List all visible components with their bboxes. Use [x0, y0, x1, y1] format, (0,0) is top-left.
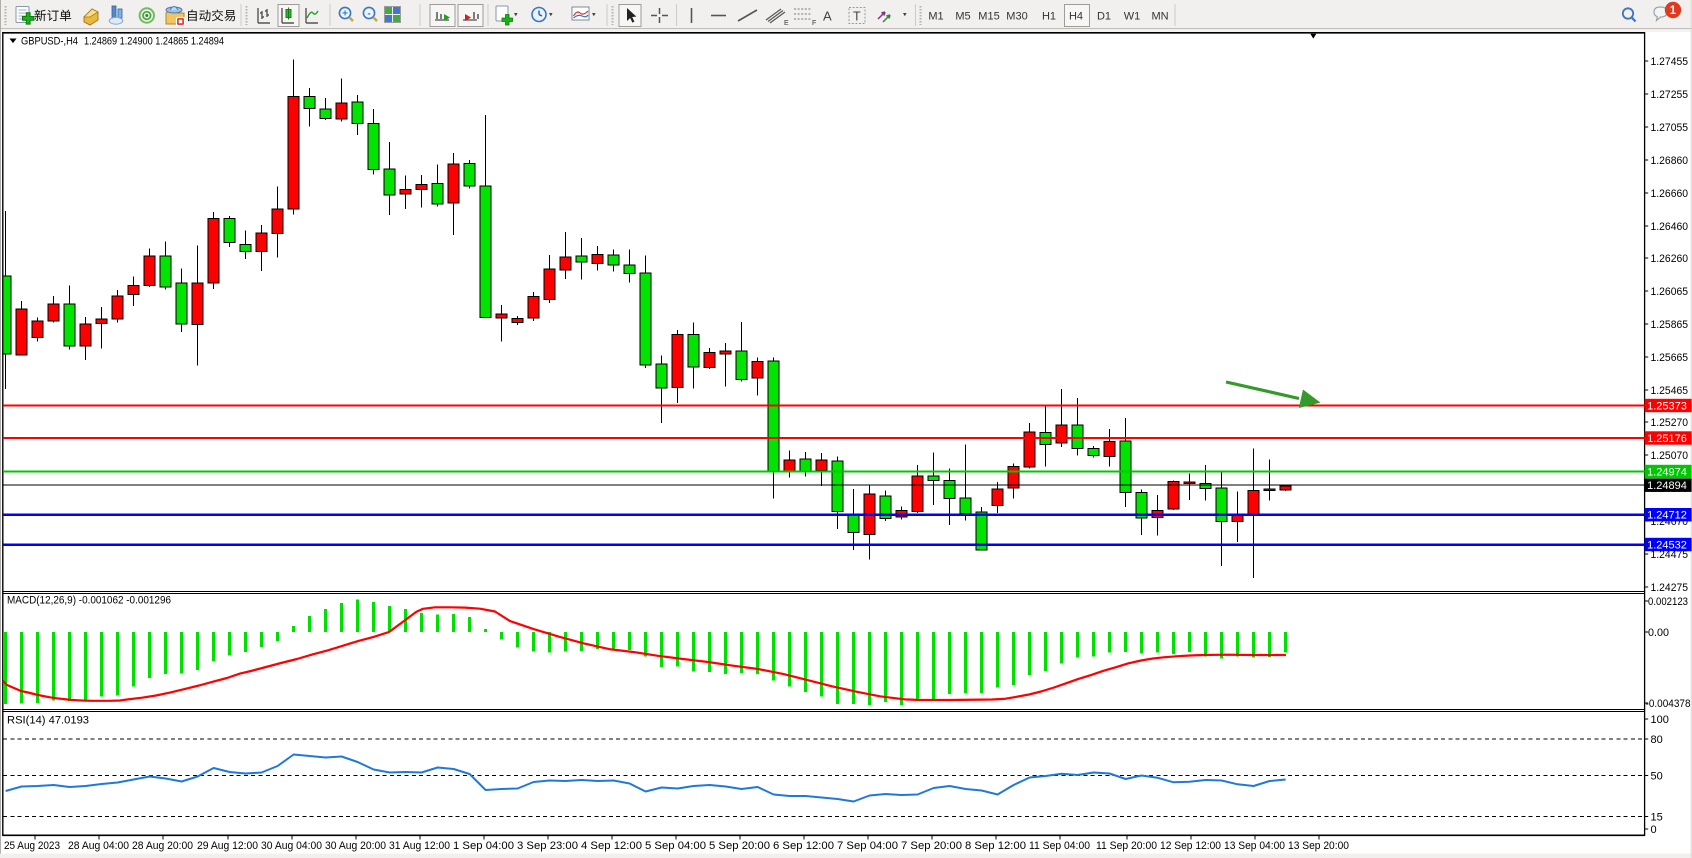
svg-text:RSI(14) 47.0193: RSI(14) 47.0193 — [7, 715, 89, 727]
svg-text:8 Sep 12:00: 8 Sep 12:00 — [965, 840, 1026, 852]
svg-text:1.26065: 1.26065 — [1651, 286, 1689, 298]
svg-text:1.27455: 1.27455 — [1651, 56, 1689, 68]
svg-text:1.27055: 1.27055 — [1651, 122, 1689, 134]
svg-text:1.26460: 1.26460 — [1651, 221, 1689, 233]
svg-text:30 Aug 20:00: 30 Aug 20:00 — [325, 840, 386, 852]
svg-text:1.25070: 1.25070 — [1651, 450, 1689, 462]
svg-text:3 Sep 23:00: 3 Sep 23:00 — [517, 840, 578, 852]
svg-text:15: 15 — [1651, 812, 1663, 824]
svg-text:0.002123: 0.002123 — [1648, 596, 1688, 608]
svg-text:1.26260: 1.26260 — [1651, 253, 1689, 265]
svg-text:7 Sep 04:00: 7 Sep 04:00 — [837, 840, 898, 852]
svg-text:11 Sep 20:00: 11 Sep 20:00 — [1096, 840, 1157, 852]
svg-text:MACD(12,26,9) -0.001062 -0.001: MACD(12,26,9) -0.001062 -0.001296 — [7, 595, 171, 607]
svg-text:25 Aug 2023: 25 Aug 2023 — [4, 840, 60, 852]
svg-text:D1: D1 — [1097, 11, 1111, 23]
svg-text:M30: M30 — [1006, 11, 1027, 23]
svg-text:M15: M15 — [978, 11, 999, 23]
svg-text:1.25270: 1.25270 — [1651, 417, 1689, 429]
svg-text:1.24532: 1.24532 — [1647, 540, 1687, 552]
svg-text:-: - — [367, 8, 370, 19]
svg-text:12 Sep 12:00: 12 Sep 12:00 — [1160, 840, 1221, 852]
svg-text:0: 0 — [1651, 824, 1657, 836]
svg-text:T: T — [853, 10, 861, 24]
svg-text:13 Sep 20:00: 13 Sep 20:00 — [1288, 840, 1349, 852]
svg-text:100: 100 — [1651, 714, 1669, 726]
svg-text:1.25465: 1.25465 — [1651, 385, 1689, 397]
svg-text:29 Aug 12:00: 29 Aug 12:00 — [197, 840, 258, 852]
svg-text:1 Sep 04:00: 1 Sep 04:00 — [453, 840, 514, 852]
svg-text:5 Sep 04:00: 5 Sep 04:00 — [645, 840, 706, 852]
svg-text:13 Sep 04:00: 13 Sep 04:00 — [1224, 840, 1285, 852]
svg-text:M5: M5 — [955, 11, 970, 23]
svg-text:1.25373: 1.25373 — [1647, 401, 1687, 413]
svg-text:GBPUSD-,H4: GBPUSD-,H4 — [21, 35, 78, 47]
svg-text:5 Sep 20:00: 5 Sep 20:00 — [709, 840, 770, 852]
svg-text:80: 80 — [1651, 734, 1663, 746]
svg-text:1.24869 1.24900 1.24865 1.2489: 1.24869 1.24900 1.24865 1.24894 — [84, 35, 224, 47]
svg-text:1: 1 — [1670, 5, 1677, 17]
svg-text:28 Aug 04:00: 28 Aug 04:00 — [68, 840, 129, 852]
svg-text:MN: MN — [1151, 11, 1168, 23]
svg-text:1.24475: 1.24475 — [1651, 549, 1689, 561]
svg-text:6 Sep 12:00: 6 Sep 12:00 — [773, 840, 834, 852]
svg-text:1.27255: 1.27255 — [1651, 89, 1689, 101]
svg-text:1.25176: 1.25176 — [1647, 433, 1687, 445]
svg-text:7 Sep 20:00: 7 Sep 20:00 — [901, 840, 962, 852]
svg-text:1.24275: 1.24275 — [1651, 582, 1689, 594]
svg-text:H1: H1 — [1042, 11, 1056, 23]
svg-text:0.00: 0.00 — [1648, 627, 1669, 639]
svg-text:E: E — [784, 20, 789, 27]
svg-text:A: A — [823, 9, 832, 24]
svg-text:4 Sep 12:00: 4 Sep 12:00 — [581, 840, 642, 852]
svg-text:W1: W1 — [1124, 11, 1141, 23]
svg-text:11 Sep 04:00: 11 Sep 04:00 — [1029, 840, 1090, 852]
svg-text:H4: H4 — [1069, 11, 1083, 23]
svg-text:1.25865: 1.25865 — [1651, 319, 1689, 331]
svg-text:1.24974: 1.24974 — [1647, 467, 1687, 479]
svg-text:1.26660: 1.26660 — [1651, 188, 1689, 200]
svg-text:M1: M1 — [928, 11, 943, 23]
svg-text:F: F — [812, 20, 816, 27]
svg-text:1.26860: 1.26860 — [1651, 155, 1689, 167]
svg-text:30 Aug 04:00: 30 Aug 04:00 — [261, 840, 322, 852]
svg-text:+: + — [342, 8, 348, 19]
svg-text:28 Aug 20:00: 28 Aug 20:00 — [132, 840, 193, 852]
svg-text:1.25665: 1.25665 — [1651, 352, 1689, 364]
svg-text:1.24712: 1.24712 — [1647, 510, 1687, 522]
svg-text:1.24894: 1.24894 — [1647, 480, 1687, 492]
svg-text:-0.004378: -0.004378 — [1646, 698, 1691, 710]
svg-text:31 Aug 12:00: 31 Aug 12:00 — [389, 840, 450, 852]
svg-text:50: 50 — [1651, 771, 1663, 783]
